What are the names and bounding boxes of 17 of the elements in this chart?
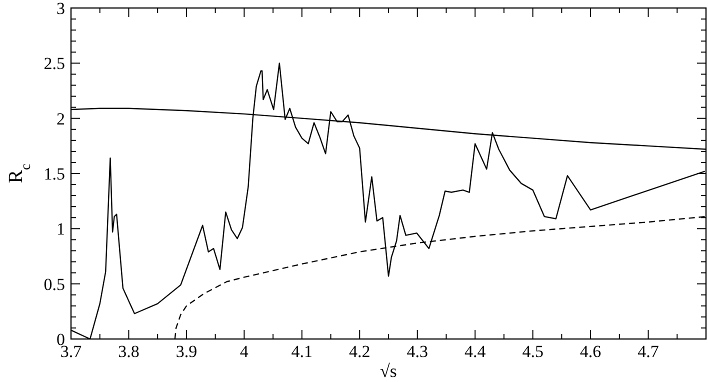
x-tick-label: 3.9 bbox=[176, 342, 198, 361]
x-tick-label: 4 bbox=[240, 342, 249, 361]
x-tick-label: 4.3 bbox=[406, 342, 428, 361]
y-tick-label: 0.5 bbox=[44, 274, 65, 294]
x-tick-label: 4.2 bbox=[349, 342, 370, 361]
x-tick-label: 3.8 bbox=[118, 342, 140, 361]
y-tick-label: 1 bbox=[56, 220, 65, 239]
x-axis-title: √s bbox=[380, 361, 397, 381]
x-tick-label: 4.6 bbox=[580, 342, 602, 361]
x-tick-label: 4.4 bbox=[464, 342, 486, 361]
y-tick-label: 2 bbox=[56, 109, 65, 128]
y-tick-label: 1.5 bbox=[44, 164, 65, 184]
y-tick-label: 2.5 bbox=[44, 54, 65, 74]
y-tick-label: 3 bbox=[56, 0, 65, 18]
x-tick-label: 4.5 bbox=[522, 342, 544, 361]
x-tick-label: 4.1 bbox=[291, 342, 313, 361]
x-tick-label: 4.7 bbox=[638, 342, 660, 361]
